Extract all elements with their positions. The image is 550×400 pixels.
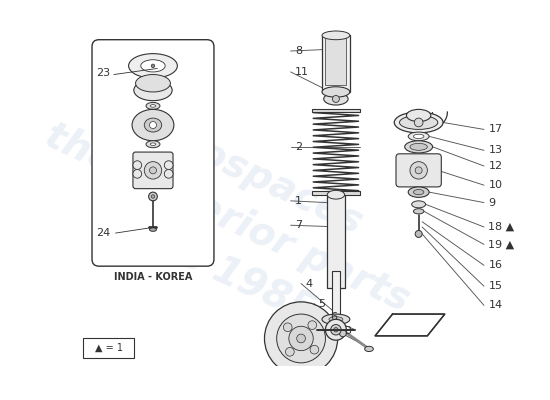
- Bar: [332, 270, 340, 314]
- Bar: [311, 191, 360, 195]
- Ellipse shape: [414, 190, 424, 195]
- Circle shape: [144, 162, 162, 179]
- Circle shape: [289, 326, 313, 351]
- FancyBboxPatch shape: [133, 152, 173, 189]
- Text: INDIA - KOREA: INDIA - KOREA: [114, 272, 192, 282]
- Bar: [322, 35, 350, 92]
- Circle shape: [326, 319, 346, 340]
- Circle shape: [265, 302, 338, 375]
- Ellipse shape: [394, 112, 443, 133]
- Circle shape: [277, 314, 326, 363]
- Circle shape: [410, 162, 427, 179]
- Text: 8: 8: [295, 46, 302, 56]
- Circle shape: [133, 161, 142, 170]
- Circle shape: [151, 195, 155, 198]
- Ellipse shape: [412, 201, 426, 208]
- Polygon shape: [375, 314, 445, 336]
- Ellipse shape: [365, 346, 373, 352]
- Circle shape: [332, 96, 339, 102]
- Ellipse shape: [322, 314, 350, 324]
- FancyBboxPatch shape: [396, 154, 441, 187]
- Ellipse shape: [399, 116, 438, 130]
- Ellipse shape: [150, 104, 156, 107]
- Text: 14: 14: [488, 300, 503, 310]
- FancyBboxPatch shape: [92, 40, 214, 266]
- Text: 12: 12: [488, 161, 503, 171]
- Circle shape: [415, 167, 422, 174]
- Text: 9: 9: [488, 198, 496, 208]
- Ellipse shape: [324, 93, 348, 105]
- Circle shape: [334, 328, 338, 332]
- Text: 13: 13: [488, 145, 502, 155]
- Ellipse shape: [322, 87, 350, 97]
- Circle shape: [331, 324, 341, 335]
- Text: 15: 15: [488, 281, 502, 291]
- Circle shape: [133, 170, 142, 178]
- Bar: [311, 108, 360, 112]
- Text: 10: 10: [488, 180, 502, 190]
- Circle shape: [339, 330, 347, 337]
- Ellipse shape: [408, 132, 429, 141]
- Ellipse shape: [408, 187, 429, 197]
- Circle shape: [283, 323, 292, 332]
- Circle shape: [308, 321, 317, 330]
- Circle shape: [164, 161, 173, 170]
- Circle shape: [148, 192, 157, 201]
- Text: 19 ▲: 19 ▲: [488, 239, 514, 249]
- Ellipse shape: [414, 209, 424, 214]
- Text: 11: 11: [295, 67, 309, 77]
- Text: 5: 5: [318, 299, 326, 309]
- Bar: [326, 35, 346, 85]
- Text: ▲ = 1: ▲ = 1: [95, 343, 123, 353]
- Text: 1: 1: [295, 196, 302, 206]
- Ellipse shape: [141, 60, 165, 72]
- Text: 3: 3: [344, 326, 351, 336]
- Circle shape: [414, 118, 423, 127]
- Ellipse shape: [146, 141, 160, 148]
- Circle shape: [310, 345, 319, 354]
- Text: 23: 23: [96, 68, 111, 78]
- Ellipse shape: [135, 74, 170, 92]
- Circle shape: [150, 167, 156, 174]
- Circle shape: [150, 122, 156, 128]
- Ellipse shape: [414, 134, 424, 138]
- Text: 18 ▲: 18 ▲: [488, 222, 514, 232]
- Ellipse shape: [405, 141, 433, 153]
- Ellipse shape: [406, 109, 431, 122]
- Ellipse shape: [322, 31, 350, 40]
- Text: 6: 6: [330, 312, 337, 322]
- Circle shape: [285, 348, 294, 356]
- Text: 2: 2: [295, 142, 302, 152]
- Ellipse shape: [129, 54, 177, 78]
- Circle shape: [164, 170, 173, 178]
- Ellipse shape: [146, 102, 160, 109]
- Ellipse shape: [327, 190, 345, 199]
- Text: eurospaces
the superior parts
since 1985: eurospaces the superior parts since 1985: [18, 72, 437, 365]
- Text: 16: 16: [488, 260, 502, 270]
- Ellipse shape: [150, 228, 156, 231]
- Circle shape: [151, 64, 155, 68]
- Ellipse shape: [329, 317, 343, 322]
- Circle shape: [296, 334, 305, 343]
- Ellipse shape: [132, 109, 174, 141]
- Polygon shape: [382, 318, 438, 332]
- Text: 7: 7: [295, 220, 302, 230]
- Circle shape: [415, 230, 422, 238]
- Bar: [327, 195, 345, 288]
- Text: 24: 24: [96, 228, 111, 238]
- Ellipse shape: [134, 80, 172, 101]
- Text: 4: 4: [305, 278, 312, 288]
- Bar: [83, 338, 134, 358]
- Ellipse shape: [410, 143, 427, 150]
- Ellipse shape: [150, 143, 156, 146]
- Text: 17: 17: [488, 124, 503, 134]
- Ellipse shape: [144, 118, 162, 132]
